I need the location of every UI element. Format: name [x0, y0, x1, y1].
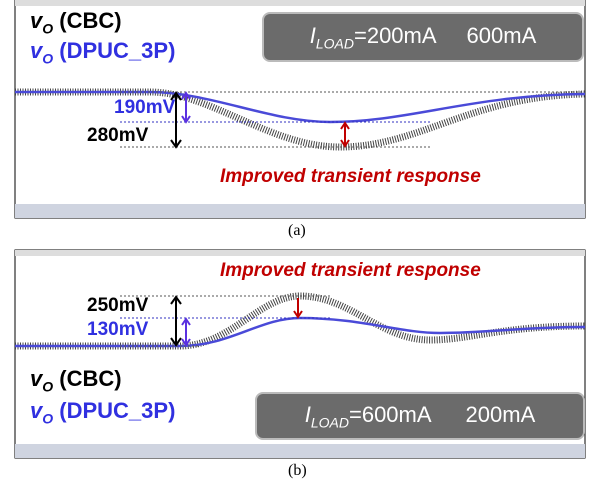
- legend-entry: vO (CBC): [30, 366, 122, 394]
- measure-label: 190mV: [114, 97, 175, 119]
- scope-bottom-bar: [15, 204, 585, 218]
- legend-entry: vO (CBC): [30, 8, 122, 36]
- measure-label: 280mV: [87, 125, 148, 147]
- caption: (a): [288, 222, 306, 240]
- scope-top-bar: [15, 0, 585, 6]
- annotation: Improved transient response: [220, 166, 481, 188]
- figure: vO (CBC) vO (DPUC_3P) ILOAD=200mA600mA 1…: [0, 0, 600, 487]
- annotation: Improved transient response: [220, 260, 481, 282]
- measure-label: 130mV: [87, 319, 148, 341]
- legend-entry: vO (DPUC_3P): [30, 38, 175, 66]
- scope-top-bar: [15, 250, 585, 256]
- measure-label: 250mV: [87, 295, 148, 317]
- scope-bottom-bar: [15, 444, 585, 458]
- caption: (b): [288, 462, 307, 480]
- legend-entry: vO (DPUC_3P): [30, 398, 175, 426]
